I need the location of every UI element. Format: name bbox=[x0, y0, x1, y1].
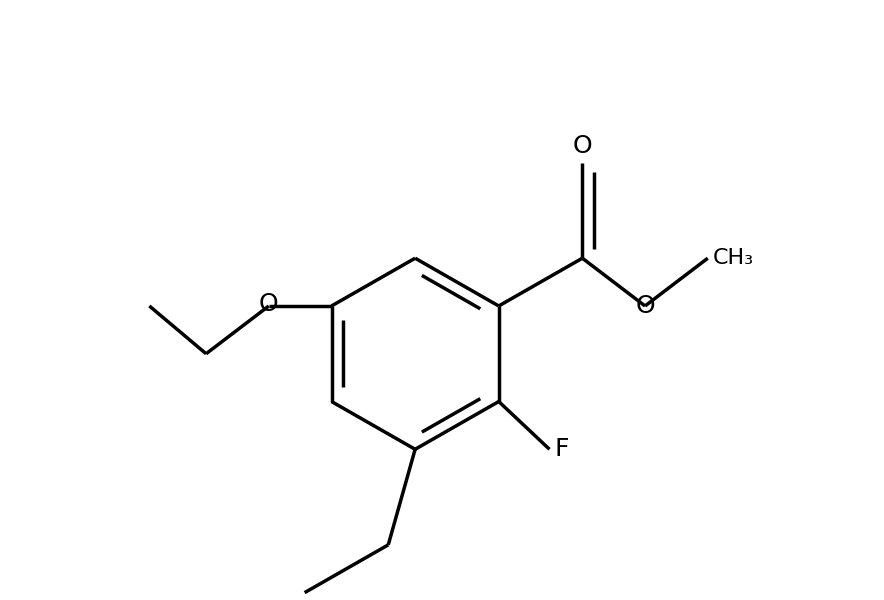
Text: O: O bbox=[259, 292, 278, 316]
Text: O: O bbox=[573, 134, 592, 158]
Text: O: O bbox=[636, 294, 655, 318]
Text: CH₃: CH₃ bbox=[713, 248, 754, 268]
Text: F: F bbox=[554, 437, 568, 461]
